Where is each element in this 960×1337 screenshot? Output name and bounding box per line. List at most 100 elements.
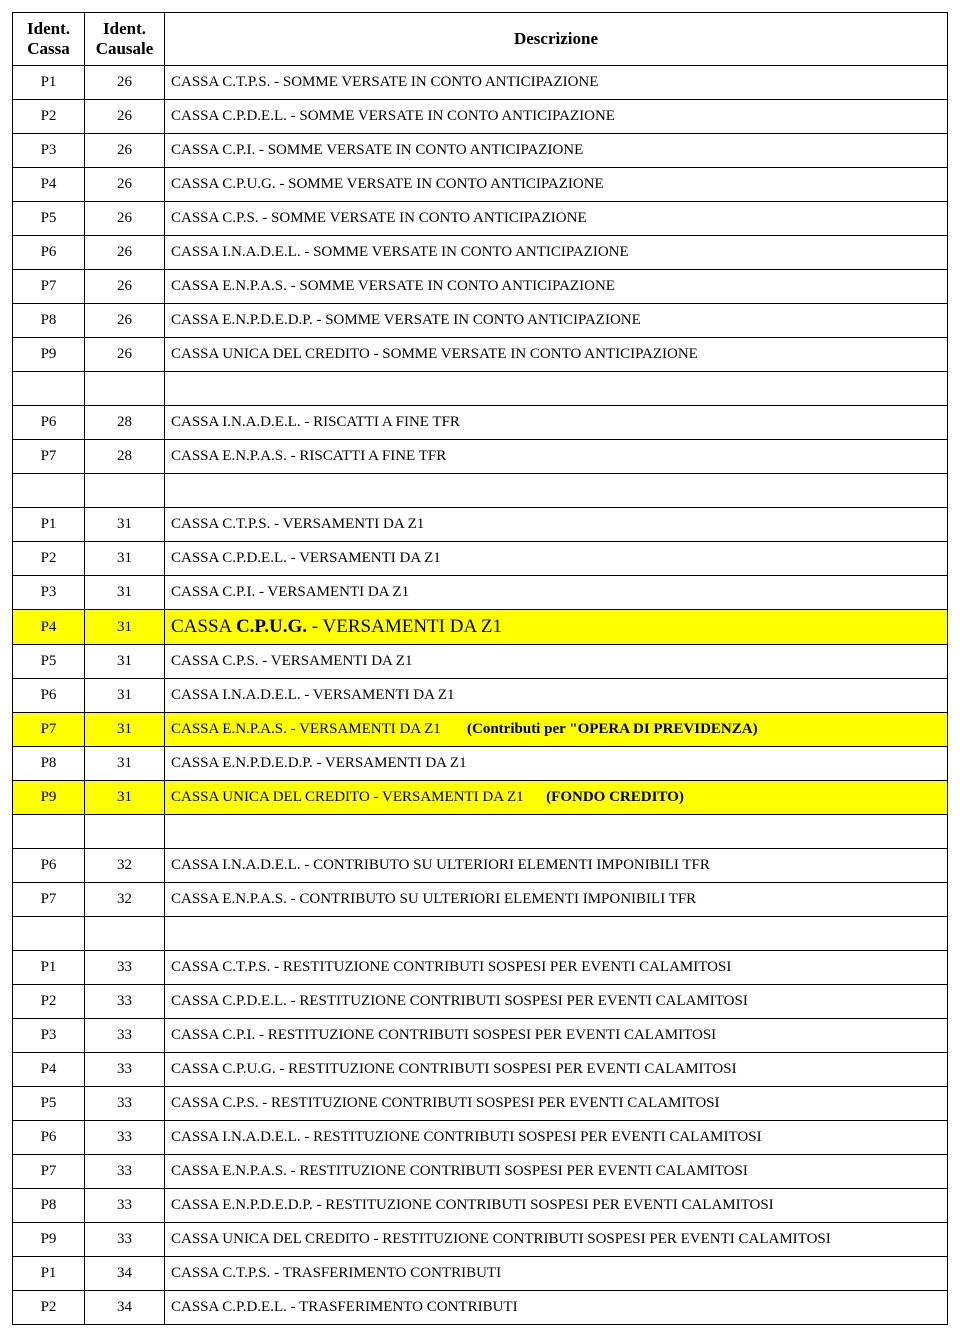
cell-descrizione: CASSA C.P.D.E.L. - SOMME VERSATE IN CONT… xyxy=(165,100,948,134)
cell-descrizione: CASSA C.P.I. - SOMME VERSATE IN CONTO AN… xyxy=(165,134,948,168)
cell-ident-causale: 31 xyxy=(85,747,165,781)
blank-cell xyxy=(165,917,948,951)
cell-ident-causale: 31 xyxy=(85,645,165,679)
cell-descrizione: CASSA C.P.S. - SOMME VERSATE IN CONTO AN… xyxy=(165,202,948,236)
table-row: P233CASSA C.P.D.E.L. - RESTITUZIONE CONT… xyxy=(13,985,948,1019)
cell-ident-causale: 26 xyxy=(85,134,165,168)
cell-descrizione: CASSA C.T.P.S. - SOMME VERSATE IN CONTO … xyxy=(165,66,948,100)
cell-ident-causale: 33 xyxy=(85,1087,165,1121)
cell-descrizione: CASSA UNICA DEL CREDITO - VERSAMENTI DA … xyxy=(165,781,948,815)
table-row: P231CASSA C.P.D.E.L. - VERSAMENTI DA Z1 xyxy=(13,542,948,576)
table-row: P126CASSA C.T.P.S. - SOMME VERSATE IN CO… xyxy=(13,66,948,100)
cell-ident-causale: 33 xyxy=(85,951,165,985)
cell-ident-causale: 26 xyxy=(85,236,165,270)
cell-ident-cassa: P2 xyxy=(13,1291,85,1325)
blank-cell xyxy=(13,372,85,406)
cell-ident-causale: 31 xyxy=(85,781,165,815)
table-row: P628CASSA I.N.A.D.E.L. - RISCATTI A FINE… xyxy=(13,406,948,440)
table-row: P633CASSA I.N.A.D.E.L. - RESTITUZIONE CO… xyxy=(13,1121,948,1155)
cell-ident-causale: 33 xyxy=(85,1155,165,1189)
cell-descrizione: CASSA E.N.P.A.S. - RESTITUZIONE CONTRIBU… xyxy=(165,1155,948,1189)
table-row xyxy=(13,815,948,849)
identifiers-table: Ident. Cassa Ident. Causale Descrizione … xyxy=(12,12,948,1325)
blank-cell xyxy=(165,372,948,406)
cell-ident-cassa: P2 xyxy=(13,100,85,134)
cell-ident-causale: 31 xyxy=(85,713,165,747)
cell-ident-causale: 28 xyxy=(85,440,165,474)
cell-ident-cassa: P8 xyxy=(13,304,85,338)
cell-ident-cassa: P6 xyxy=(13,679,85,713)
cell-ident-cassa: P8 xyxy=(13,1189,85,1223)
cell-ident-cassa: P1 xyxy=(13,1257,85,1291)
cell-descrizione: CASSA E.N.P.D.E.D.P. - SOMME VERSATE IN … xyxy=(165,304,948,338)
table-row: P728CASSA E.N.P.A.S. - RISCATTI A FINE T… xyxy=(13,440,948,474)
header-descrizione: Descrizione xyxy=(165,13,948,66)
table-row: P831CASSA E.N.P.D.E.D.P. - VERSAMENTI DA… xyxy=(13,747,948,781)
cell-ident-cassa: P1 xyxy=(13,951,85,985)
cell-ident-causale: 32 xyxy=(85,849,165,883)
cell-ident-causale: 31 xyxy=(85,576,165,610)
cell-descrizione: CASSA E.N.P.A.S. - CONTRIBUTO SU ULTERIO… xyxy=(165,883,948,917)
cell-descrizione: CASSA E.N.P.A.S. - VERSAMENTI DA Z1 (Con… xyxy=(165,713,948,747)
table-row: P931CASSA UNICA DEL CREDITO - VERSAMENTI… xyxy=(13,781,948,815)
cell-ident-causale: 31 xyxy=(85,542,165,576)
cell-ident-cassa: P3 xyxy=(13,1019,85,1053)
table-row: P731CASSA E.N.P.A.S. - VERSAMENTI DA Z1 … xyxy=(13,713,948,747)
table-row: P726CASSA E.N.P.A.S. - SOMME VERSATE IN … xyxy=(13,270,948,304)
cell-ident-causale: 33 xyxy=(85,1223,165,1257)
table-row: P833CASSA E.N.P.D.E.D.P. - RESTITUZIONE … xyxy=(13,1189,948,1223)
table-row: P826CASSA E.N.P.D.E.D.P. - SOMME VERSATE… xyxy=(13,304,948,338)
blank-cell xyxy=(85,474,165,508)
table-row: P732CASSA E.N.P.A.S. - CONTRIBUTO SU ULT… xyxy=(13,883,948,917)
table-row: P134CASSA C.T.P.S. - TRASFERIMENTO CONTR… xyxy=(13,1257,948,1291)
cell-ident-cassa: P9 xyxy=(13,338,85,372)
cell-ident-causale: 26 xyxy=(85,338,165,372)
cell-ident-cassa: P6 xyxy=(13,406,85,440)
table-row: P626CASSA I.N.A.D.E.L. - SOMME VERSATE I… xyxy=(13,236,948,270)
cell-ident-cassa: P2 xyxy=(13,542,85,576)
table-row: P331CASSA C.P.I. - VERSAMENTI DA Z1 xyxy=(13,576,948,610)
table-row xyxy=(13,917,948,951)
desc-segment: C.P.U.G. xyxy=(236,616,307,637)
cell-descrizione: CASSA C.P.U.G. - RESTITUZIONE CONTRIBUTI… xyxy=(165,1053,948,1087)
blank-cell xyxy=(85,815,165,849)
cell-ident-causale: 28 xyxy=(85,406,165,440)
cell-ident-causale: 26 xyxy=(85,100,165,134)
table-row: P234CASSA C.P.D.E.L. - TRASFERIMENTO CON… xyxy=(13,1291,948,1325)
cell-ident-cassa: P9 xyxy=(13,1223,85,1257)
cell-descrizione: CASSA C.T.P.S. - RESTITUZIONE CONTRIBUTI… xyxy=(165,951,948,985)
cell-ident-cassa: P6 xyxy=(13,1121,85,1155)
blank-cell xyxy=(165,815,948,849)
cell-ident-cassa: P2 xyxy=(13,985,85,1019)
cell-ident-cassa: P9 xyxy=(13,781,85,815)
cell-ident-causale: 31 xyxy=(85,508,165,542)
cell-descrizione: CASSA I.N.A.D.E.L. - CONTRIBUTO SU ULTER… xyxy=(165,849,948,883)
cell-descrizione: CASSA C.P.D.E.L. - VERSAMENTI DA Z1 xyxy=(165,542,948,576)
cell-ident-causale: 33 xyxy=(85,1189,165,1223)
cell-ident-cassa: P7 xyxy=(13,440,85,474)
table-row: P326CASSA C.P.I. - SOMME VERSATE IN CONT… xyxy=(13,134,948,168)
cell-ident-cassa: P4 xyxy=(13,610,85,645)
cell-ident-causale: 26 xyxy=(85,66,165,100)
cell-ident-cassa: P5 xyxy=(13,1087,85,1121)
cell-descrizione: CASSA E.N.P.D.E.D.P. - RESTITUZIONE CONT… xyxy=(165,1189,948,1223)
table-row: P226CASSA C.P.D.E.L. - SOMME VERSATE IN … xyxy=(13,100,948,134)
cell-descrizione: CASSA C.P.I. - RESTITUZIONE CONTRIBUTI S… xyxy=(165,1019,948,1053)
blank-cell xyxy=(13,815,85,849)
cell-descrizione: CASSA UNICA DEL CREDITO - RESTITUZIONE C… xyxy=(165,1223,948,1257)
header-causale: Ident. Causale xyxy=(85,13,165,66)
blank-cell xyxy=(165,474,948,508)
blank-cell xyxy=(85,372,165,406)
table-header-row: Ident. Cassa Ident. Causale Descrizione xyxy=(13,13,948,66)
cell-descrizione: CASSA C.P.D.E.L. - RESTITUZIONE CONTRIBU… xyxy=(165,985,948,1019)
cell-ident-causale: 33 xyxy=(85,1053,165,1087)
table-row: P533CASSA C.P.S. - RESTITUZIONE CONTRIBU… xyxy=(13,1087,948,1121)
cell-ident-causale: 34 xyxy=(85,1257,165,1291)
cell-ident-causale: 33 xyxy=(85,1019,165,1053)
cell-ident-cassa: P7 xyxy=(13,1155,85,1189)
cell-ident-causale: 26 xyxy=(85,168,165,202)
cell-ident-causale: 33 xyxy=(85,1121,165,1155)
cell-descrizione: CASSA E.N.P.A.S. - RISCATTI A FINE TFR xyxy=(165,440,948,474)
cell-descrizione: CASSA C.P.S. - RESTITUZIONE CONTRIBUTI S… xyxy=(165,1087,948,1121)
table-row: P733CASSA E.N.P.A.S. - RESTITUZIONE CONT… xyxy=(13,1155,948,1189)
